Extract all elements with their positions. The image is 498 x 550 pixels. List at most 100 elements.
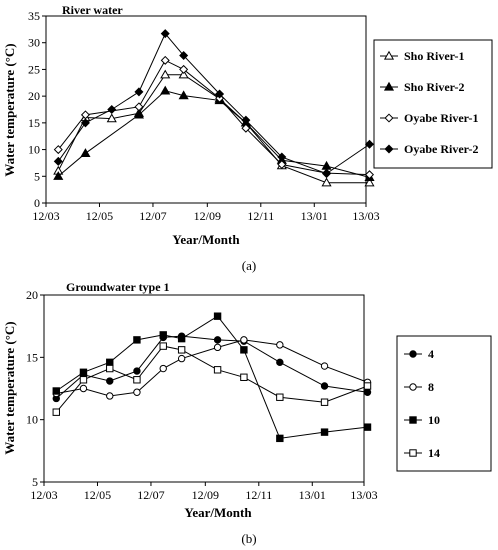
data-point (107, 104, 117, 115)
chart-title: Groundwater type 1 (66, 280, 170, 294)
data-point (321, 177, 332, 187)
legend-entry: 10 (404, 413, 440, 427)
data-point (179, 64, 189, 74)
legend-entry: Oyabe River-1 (380, 111, 479, 125)
series-group-b (52, 312, 372, 443)
data-point (106, 113, 117, 123)
legend-label: Oyabe River-2 (404, 142, 479, 156)
data-point (213, 343, 222, 352)
legend-label: Sho River-1 (404, 49, 465, 63)
data-point (320, 398, 329, 406)
legend-entry: 4 (404, 347, 434, 361)
data-point (322, 169, 332, 179)
y-axis-label: Water temperature (°C) (2, 43, 17, 176)
caption-b: (b) (241, 531, 256, 546)
caption-a: (a) (242, 258, 256, 273)
data-point (276, 341, 284, 349)
y-tick-label: 10 (28, 143, 40, 157)
data-point (215, 89, 225, 99)
legend-a: Sho River-1 Sho River-2 Oyabe River-1 Oyabe… (380, 49, 479, 156)
data-point (363, 388, 372, 396)
data-point (160, 69, 171, 79)
data-point (106, 392, 114, 400)
legend-entry: 14 (404, 446, 440, 460)
x-axis-b: 12/03 12/05 12/07 12/09 12/11 13/01 13/03 (30, 482, 378, 502)
x-tick-label: 13/01 (299, 488, 326, 502)
data-point (133, 388, 141, 396)
x-axis-label: Year/Month (172, 232, 240, 247)
data-point (177, 334, 186, 343)
data-point (160, 29, 170, 39)
data-point (179, 51, 189, 61)
data-point (80, 118, 90, 128)
x-tick-label: 13/01 (301, 209, 328, 223)
x-tick-label: 12/05 (86, 209, 113, 223)
data-point (383, 81, 395, 91)
data-point (178, 69, 189, 79)
data-point (277, 160, 287, 170)
x-axis-a: 12/03 12/05 12/07 12/09 12/11 13/01 13/03 (32, 203, 380, 223)
data-point (364, 170, 375, 180)
y-axis-label: Water temperature (°C) (2, 321, 17, 454)
y-tick-label: 20 (26, 288, 38, 302)
data-point (134, 87, 144, 97)
data-point (241, 123, 251, 133)
series-oyabe-river-2 (53, 29, 375, 179)
legend-label: 14 (428, 446, 440, 460)
x-tick-label: 12/11 (247, 209, 274, 223)
data-point (213, 312, 222, 320)
y-tick-label: 30 (28, 36, 40, 50)
legend-box-b (396, 335, 492, 472)
legend-label: 10 (428, 413, 440, 427)
y-axis-b: 5 10 15 20 (26, 288, 44, 489)
data-point (363, 382, 372, 390)
x-tick-label: 12/03 (30, 488, 57, 502)
legend-b: 4 8 10 14 (404, 347, 440, 460)
data-point (133, 376, 141, 384)
y-tick-label: 15 (28, 116, 40, 130)
x-tick-label: 12/07 (139, 209, 166, 223)
y-tick-label: 25 (28, 62, 40, 76)
data-point (53, 171, 64, 180)
data-point (159, 331, 167, 339)
legend-label: Sho River-2 (404, 80, 465, 94)
data-point (409, 416, 417, 424)
y-tick-label: 35 (28, 9, 40, 23)
x-tick-label: 12/03 (32, 209, 59, 223)
data-point (320, 382, 329, 390)
data-point (240, 373, 248, 381)
legend-entry: Sho River-1 (380, 49, 465, 63)
plot-area-a (45, 15, 367, 204)
y-tick-label: 5 (34, 169, 40, 183)
data-point (384, 144, 394, 154)
y-axis-a: 0 5 10 15 20 25 30 35 (28, 9, 46, 210)
x-tick-label: 12/07 (137, 488, 164, 502)
data-point (364, 177, 375, 187)
data-point (213, 336, 222, 344)
data-point (240, 346, 248, 354)
data-point (160, 55, 170, 65)
data-point (133, 367, 141, 375)
data-point (363, 423, 372, 431)
x-tick-label: 12/09 (192, 488, 219, 502)
series-sho-river-2 (53, 85, 375, 182)
plot-area-b (43, 294, 365, 483)
data-point (276, 358, 284, 367)
data-point (106, 377, 114, 385)
series-group-a (53, 29, 375, 187)
data-point (241, 115, 251, 125)
data-point (383, 50, 395, 60)
data-point (177, 354, 186, 363)
data-point (320, 362, 329, 370)
data-point (159, 364, 167, 373)
data-point (409, 383, 417, 391)
legend-entry: Oyabe River-2 (380, 142, 479, 156)
series-14 (52, 342, 372, 416)
data-point (79, 384, 88, 393)
data-point (53, 156, 63, 166)
data-point (79, 376, 88, 384)
data-point (106, 364, 114, 373)
